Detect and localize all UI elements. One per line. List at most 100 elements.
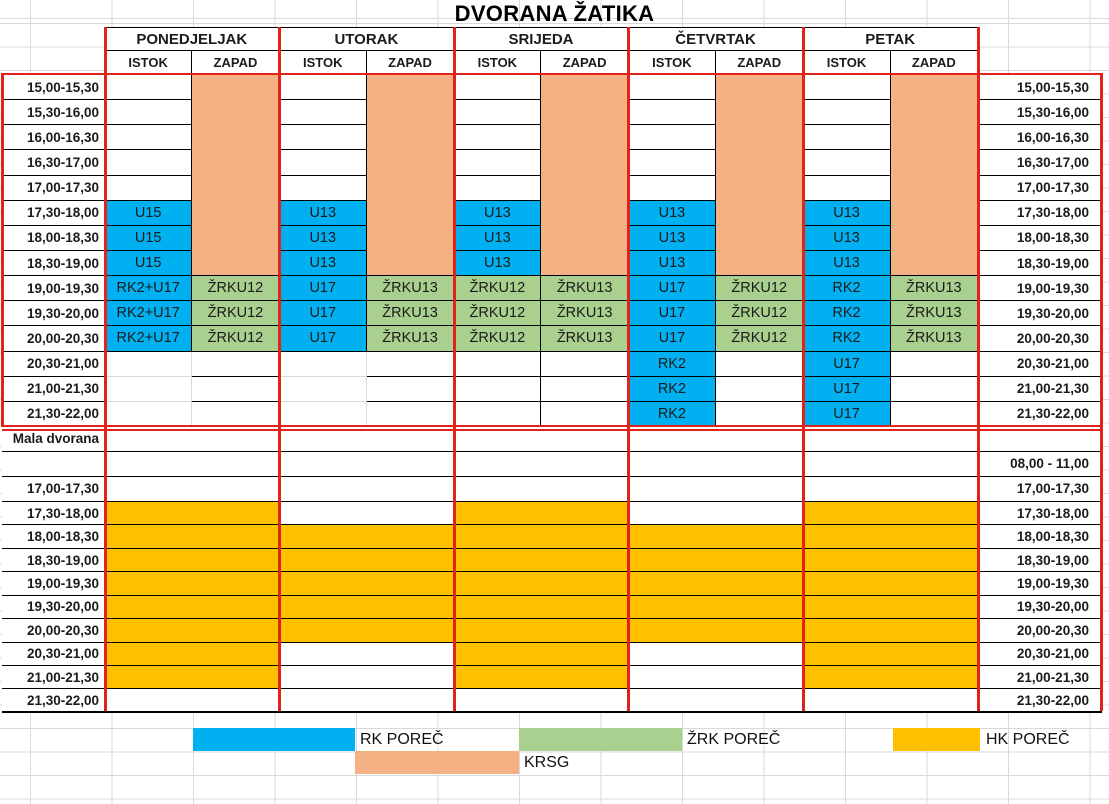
grid-border-line (2, 428, 1102, 431)
schedule-cell (454, 476, 629, 502)
schedule-cell (541, 200, 629, 226)
small-hall-label: Mala dvorana (2, 426, 105, 452)
time-label-left: 18,00-18,30 (2, 525, 105, 549)
schedule-cell (716, 250, 804, 277)
day-header: ČETVRTAK (628, 27, 804, 51)
schedule-cell (803, 666, 978, 690)
schedule-cell (366, 125, 455, 151)
time-label-left: 18,30-19,00 (2, 250, 105, 277)
schedule-cell (803, 619, 978, 643)
schedule-cell: ŽRKU13 (366, 301, 455, 327)
time-label-left (2, 451, 105, 477)
schedule-cell (105, 476, 280, 502)
schedule-cell (803, 501, 978, 526)
schedule-cell: RK2 (803, 276, 891, 302)
schedule-cell: U15 (105, 225, 193, 251)
schedule-cell (541, 250, 629, 277)
time-label-left: 16,00-16,30 (2, 125, 105, 151)
schedule-cell (105, 666, 280, 690)
schedule-cell (454, 376, 542, 402)
legend-label-blue: RK POREČ (360, 731, 444, 748)
schedule-cell: ŽRKU13 (541, 301, 629, 327)
time-label-right: 19,00-19,30 (977, 276, 1102, 302)
legend-swatch-green (519, 728, 682, 751)
schedule-cell (890, 150, 978, 176)
court-header: ZAPAD (192, 51, 280, 75)
schedule-cell (279, 642, 455, 667)
schedule-cell (192, 175, 280, 201)
legend-label-salmon: KRSG (524, 754, 570, 771)
schedule-cell (105, 642, 280, 667)
schedule-cell (279, 451, 455, 477)
schedule-cell (716, 175, 804, 201)
schedule-cell (541, 150, 629, 176)
court-header: ZAPAD (541, 51, 629, 75)
time-label-right: 19,00-19,30 (977, 572, 1102, 596)
schedule-cell (890, 125, 978, 151)
schedule-cell: ŽRKU12 (454, 276, 542, 302)
time-label-left: 19,30-20,00 (2, 301, 105, 327)
schedule-cell (454, 401, 542, 427)
time-label-right: 15,30-16,00 (977, 100, 1102, 126)
schedule-cell (105, 100, 193, 126)
time-label-right: 17,30-18,00 (977, 200, 1102, 226)
schedule-cell (454, 619, 629, 643)
schedule-cell (716, 75, 804, 101)
schedule-cell (628, 451, 804, 477)
schedule-cell (541, 175, 629, 201)
schedule-cell: U17 (279, 301, 367, 327)
schedule-cell (541, 225, 629, 251)
schedule-cell (279, 572, 455, 596)
legend-label-yellow: HK POREČ (986, 731, 1070, 748)
grid-border-line (452, 27, 456, 711)
time-label-right: 18,00-18,30 (977, 225, 1102, 251)
schedule-cell: RK2 (628, 351, 717, 377)
schedule-cell (803, 426, 978, 452)
schedule-cell (890, 100, 978, 126)
schedule-cell (192, 200, 280, 226)
schedule-cell: RK2+U17 (105, 326, 193, 352)
time-label-right: 17,30-18,00 (977, 501, 1102, 526)
schedule-cell (105, 572, 280, 596)
time-label-left: 17,00-17,30 (2, 175, 105, 201)
schedule-cell (279, 351, 367, 377)
time-label-left: 20,00-20,30 (2, 326, 105, 352)
time-label-right: 20,30-21,00 (977, 351, 1102, 377)
schedule-cell: U15 (105, 250, 193, 277)
schedule-cell (890, 351, 978, 377)
time-label-left: 18,30-19,00 (2, 548, 105, 573)
schedule-cell (628, 525, 804, 549)
schedule-cell (279, 476, 455, 502)
grid-border-line (103, 27, 107, 711)
schedule-cell: RK2 (628, 401, 717, 427)
schedule-table: PONEDJELJAK ISTOK ZAPAD UTORAK ISTOK ZAPAD SRI… (2, 27, 1102, 713)
schedule-cell (105, 548, 280, 573)
schedule-cell (105, 689, 280, 713)
schedule-cell (716, 351, 804, 377)
schedule-cell (105, 595, 280, 620)
schedule-cell (454, 426, 629, 452)
schedule-cell: U13 (454, 200, 542, 226)
schedule-cell (803, 548, 978, 573)
schedule-cell: ŽRKU12 (716, 326, 804, 352)
time-label-right: 21,30-22,00 (977, 689, 1102, 713)
schedule-cell (716, 100, 804, 126)
schedule-cell: ŽRKU12 (454, 301, 542, 327)
schedule-cell (541, 401, 629, 427)
schedule-cell (192, 100, 280, 126)
schedule-cell: U17 (628, 326, 717, 352)
time-label-right: 16,00-16,30 (977, 125, 1102, 151)
time-label-left: 21,30-22,00 (2, 401, 105, 427)
schedule-cell (279, 501, 455, 526)
legend-swatch-yellow (893, 728, 980, 751)
time-label-left: 17,00-17,30 (2, 476, 105, 502)
schedule-cell (890, 200, 978, 226)
schedule-cell (716, 150, 804, 176)
schedule-cell (366, 351, 455, 377)
schedule-cell (628, 548, 804, 573)
schedule-cell (803, 642, 978, 667)
schedule-cell (105, 376, 193, 402)
court-header: ISTOK (454, 51, 542, 75)
schedule-cell (803, 100, 891, 126)
schedule-cell (628, 476, 804, 502)
